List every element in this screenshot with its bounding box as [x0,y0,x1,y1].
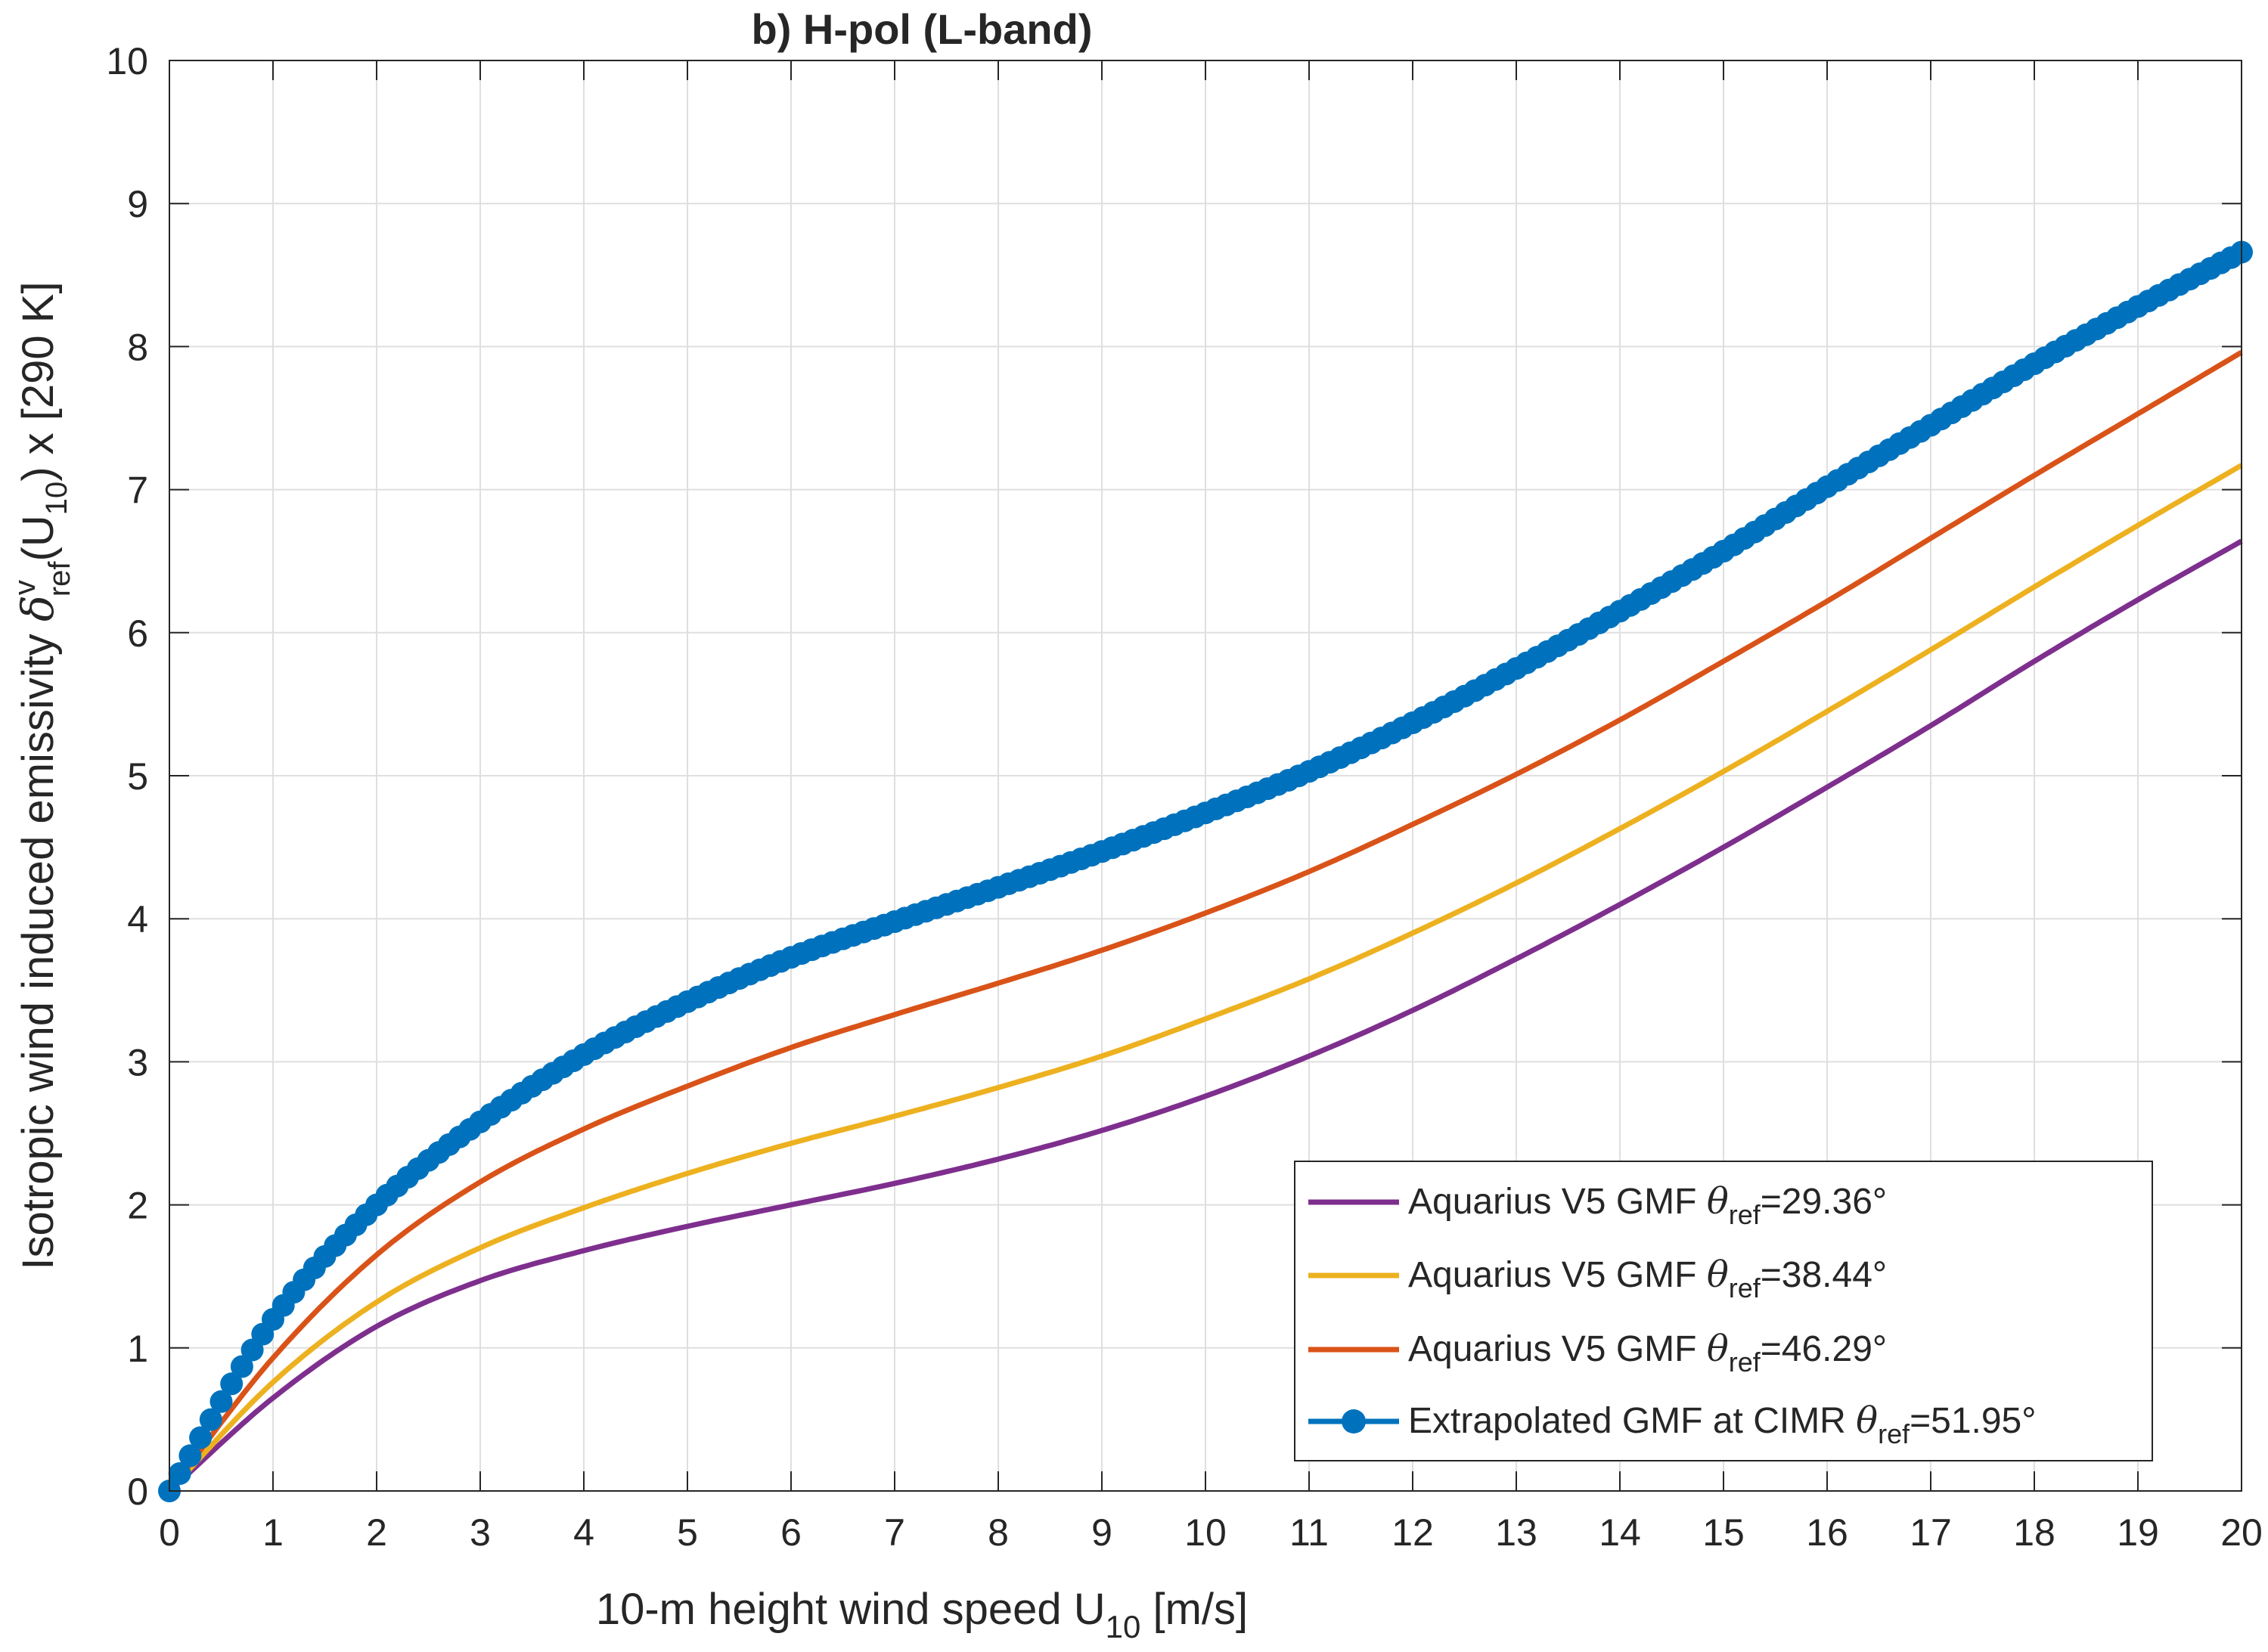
y-axis-label-sup: v [8,580,42,595]
data-point [168,1462,191,1485]
x-tick-label: 18 [2013,1511,2055,1554]
y-axis-label-sub1: ref [43,561,76,597]
data-point [199,1408,222,1431]
x-tick-label: 12 [1392,1511,1434,1554]
x-tick-label: 16 [1806,1511,1848,1554]
x-tick-labels: 0 1 2 3 4 5 6 7 8 9 10 11 12 13 14 15 16 17 18 19 20 [159,1511,2263,1554]
x-tick-label: 8 [988,1511,1009,1554]
y-tick-label: 4 [127,898,148,941]
data-point [220,1372,244,1396]
x-tick-label: 17 [1910,1511,1952,1554]
ticks [169,60,2242,1492]
x-axis-label-sub: 10 [1106,1609,1141,1644]
legend-item: Aquarius V5 GMF θref=46.29° [1308,1328,1887,1378]
y-axis-label: Isotropic wind induced emissivity δvref(… [8,281,76,1269]
legend-label-aquarius-46: Aquarius V5 GMF θref=46.29° [1408,1328,1887,1378]
y-tick-label: 5 [127,755,148,798]
delta-symbol: δ [12,595,64,621]
x-tick-label: 19 [2117,1511,2159,1554]
legend-box [1294,1161,2153,1461]
x-tick-label: 10 [1184,1511,1227,1554]
y-axis-label-sub2: 10 [40,482,73,516]
chart-title: b) H-pol (L-band) [752,5,1093,53]
y-tick-labels: 0 1 2 3 4 5 6 7 8 9 10 [106,40,148,1513]
legend: Aquarius V5 GMF θref=29.36° Aquarius V5 … [1294,1161,2153,1461]
x-tick-label: 15 [1702,1511,1745,1554]
x-tick-label: 3 [470,1511,491,1554]
y-tick-label: 9 [127,183,148,225]
legend-item: Extrapolated GMF at CIMR θref=51.95° [1308,1399,2036,1449]
x-tick-label: 0 [159,1511,180,1554]
x-tick-label: 9 [1091,1511,1112,1554]
series-line-2 [167,349,2243,1493]
y-tick-label: 1 [127,1328,148,1370]
x-tick-label: 14 [1599,1511,1641,1554]
legend-label-extrapolated: Extrapolated GMF at CIMR θref=51.95° [1408,1399,2036,1449]
series-layer [158,240,2253,1502]
x-tick-label: 20 [2220,1511,2263,1554]
x-tick-label: 5 [677,1511,698,1554]
data-point [209,1390,233,1413]
x-axis-label-main: 10-m height wind speed U [596,1585,1106,1634]
x-axis-label-tail: [m/s] [1140,1585,1248,1634]
y-axis-label-part1: Isotropic wind induced emissivity [14,621,63,1269]
x-tick-label: 4 [573,1511,594,1554]
x-tick-label: 1 [262,1511,284,1554]
x-tick-label: 2 [366,1511,387,1554]
x-tick-label: 11 [1289,1511,1329,1554]
y-tick-label: 6 [127,612,148,655]
series-line-1 [167,463,2243,1493]
data-point [189,1426,213,1449]
series-line-0 [167,538,2243,1493]
y-axis-label-part3: ) x [290 K] [14,281,63,481]
series-markers-3 [158,240,2253,1502]
x-tick-label: 7 [884,1511,905,1554]
y-axis-label-part2: (U [14,515,63,561]
data-point [230,1355,253,1378]
y-tick-label: 10 [106,40,148,82]
y-tick-label: 0 [127,1471,148,1513]
legend-item: Aquarius V5 GMF θref=29.36° [1308,1180,1887,1230]
legend-label-aquarius-29: Aquarius V5 GMF θref=29.36° [1408,1180,1887,1230]
y-tick-label: 2 [127,1185,148,1227]
data-point [178,1444,202,1468]
x-axis-label: 10-m height wind speed U10 [m/s] [596,1585,1248,1644]
legend-marker-extrapolated [1342,1409,1366,1433]
legend-item: Aquarius V5 GMF θref=38.44° [1308,1254,1887,1303]
x-tick-label: 6 [780,1511,802,1554]
y-tick-label: 3 [127,1041,148,1083]
legend-label-aquarius-38: Aquarius V5 GMF θref=38.44° [1408,1254,1887,1303]
y-tick-label: 8 [127,326,148,368]
x-tick-label: 13 [1495,1511,1537,1554]
y-tick-label: 7 [127,470,148,512]
